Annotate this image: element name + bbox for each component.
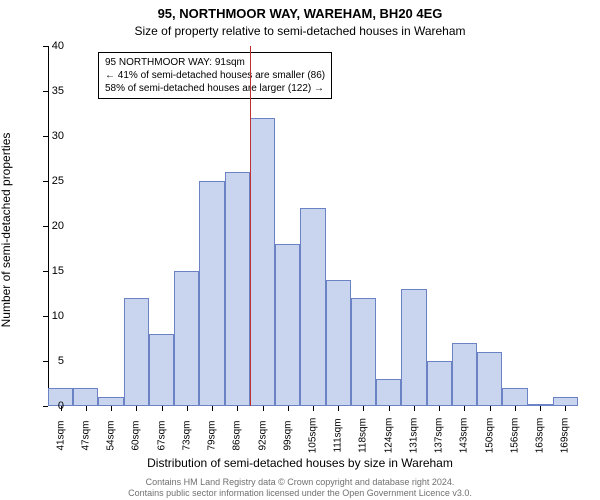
histogram-bar [502,388,527,406]
histogram-bar [275,244,300,406]
x-tick-mark [338,406,339,411]
y-tick-label: 40 [34,40,64,52]
x-tick-label: 156sqm [509,418,520,454]
histogram-bar [98,397,123,406]
y-tick-label: 30 [34,130,64,142]
plot-area: 95 NORTHMOOR WAY: 91sqm ← 41% of semi-de… [48,46,578,406]
x-tick-mark [263,406,264,411]
x-tick-mark [212,406,213,411]
x-tick-label: 111sqm [333,418,344,452]
y-tick-label: 35 [34,85,64,97]
x-tick-label: 86sqm [232,420,243,450]
x-tick-mark [363,406,364,411]
x-tick-label: 143sqm [459,418,470,454]
x-tick-label: 163sqm [535,418,546,454]
x-tick-mark [136,406,137,411]
x-tick-label: 99sqm [282,420,293,450]
histogram-bar [427,361,452,406]
histogram-bar [174,271,199,406]
credit-text: Contains HM Land Registry data © Crown c… [0,477,600,498]
y-tick-label: 20 [34,220,64,232]
x-tick-label: 169sqm [560,418,571,454]
y-tick-label: 10 [34,310,64,322]
annotation-line: 95 NORTHMOOR WAY: 91sqm [105,56,325,69]
reference-line [250,46,252,406]
x-tick-label: 124sqm [383,418,394,454]
x-tick-mark [187,406,188,411]
x-tick-mark [86,406,87,411]
histogram-bar [477,352,502,406]
x-tick-mark [313,406,314,411]
x-tick-mark [111,406,112,411]
histogram-bar [376,379,401,406]
histogram-bar [300,208,325,406]
y-tick-label: 25 [34,175,64,187]
x-tick-mark [162,406,163,411]
y-axis-label: Number of semi-detached properties [0,133,13,328]
histogram-bar [199,181,224,406]
histogram-bar [452,343,477,406]
x-tick-mark [540,406,541,411]
histogram-bar [124,298,149,406]
histogram-bar [149,334,174,406]
histogram-bar [351,298,376,406]
x-tick-mark [515,406,516,411]
credit-line: Contains HM Land Registry data © Crown c… [146,477,455,487]
x-tick-label: 79sqm [207,420,218,450]
histogram-bar [73,388,98,406]
x-tick-label: 150sqm [484,418,495,454]
histogram-bar [250,118,275,406]
x-tick-mark [565,406,566,411]
histogram-bar [553,397,578,406]
histogram-bar [225,172,250,406]
annotation-line: 58% of semi-detached houses are larger (… [105,82,325,95]
histogram-bar [326,280,351,406]
credit-line: Contains public sector information licen… [128,488,472,498]
x-axis-label: Distribution of semi-detached houses by … [0,456,600,470]
histogram-bar [401,289,426,406]
x-tick-label: 73sqm [181,420,192,450]
x-tick-mark [490,406,491,411]
chart-title: 95, NORTHMOOR WAY, WAREHAM, BH20 4EG [0,6,600,21]
annotation-box: 95 NORTHMOOR WAY: 91sqm ← 41% of semi-de… [98,52,332,99]
x-tick-mark [288,406,289,411]
chart-subtitle: Size of property relative to semi-detach… [0,24,600,38]
x-tick-label: 67sqm [156,420,167,450]
x-tick-mark [439,406,440,411]
x-tick-label: 92sqm [257,420,268,450]
x-tick-label: 131sqm [408,418,419,454]
x-tick-mark [414,406,415,411]
x-tick-mark [464,406,465,411]
y-tick-label: 5 [34,355,64,367]
x-tick-mark [237,406,238,411]
x-tick-label: 41sqm [55,420,66,450]
x-tick-label: 105sqm [308,418,319,454]
x-tick-label: 137sqm [434,418,445,454]
y-tick-label: 0 [34,400,64,412]
x-tick-mark [389,406,390,411]
x-tick-label: 60sqm [131,420,142,450]
y-tick-label: 15 [34,265,64,277]
x-tick-label: 54sqm [106,420,117,450]
x-tick-label: 118sqm [358,418,369,453]
annotation-line: ← 41% of semi-detached houses are smalle… [105,69,325,82]
x-tick-label: 47sqm [80,420,91,450]
